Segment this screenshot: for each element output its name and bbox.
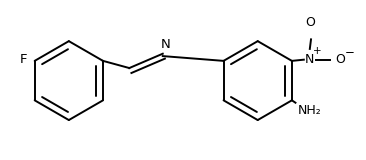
Text: N: N — [160, 38, 170, 51]
Text: +: + — [313, 46, 321, 56]
Text: F: F — [20, 53, 27, 66]
Text: O: O — [335, 53, 345, 66]
Text: −: − — [344, 46, 354, 59]
Text: N: N — [305, 53, 314, 66]
Text: O: O — [305, 16, 315, 29]
Text: NH₂: NH₂ — [298, 104, 322, 117]
